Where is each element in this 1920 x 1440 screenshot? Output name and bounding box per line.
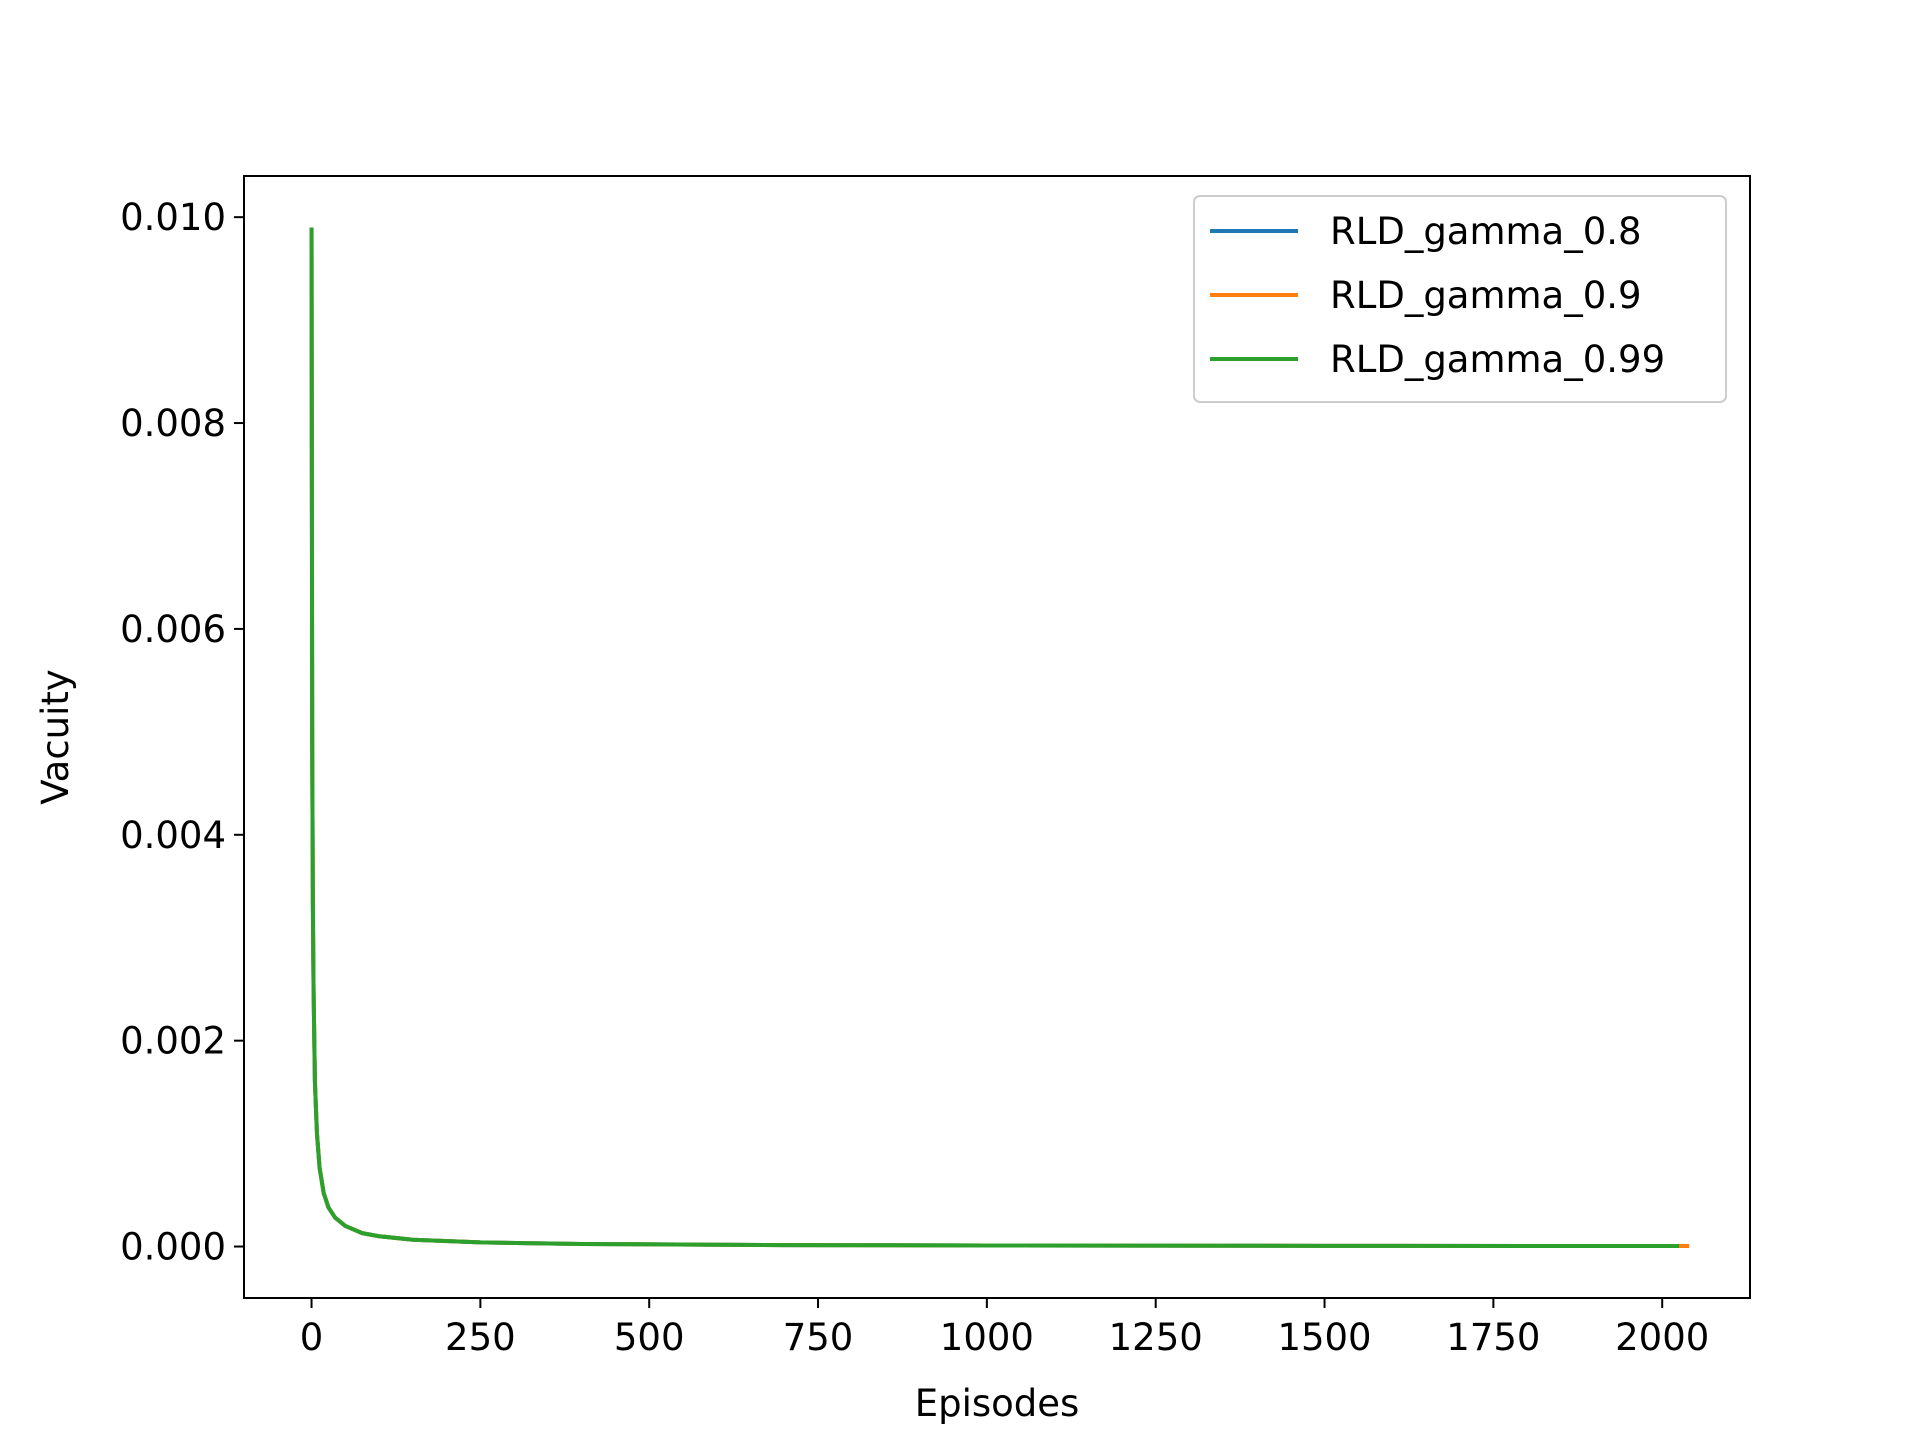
y-axis: 0.000 0.002 0.004 0.006 0.008 0.010 [120, 196, 244, 1269]
x-tick-label: 1500 [1277, 1316, 1371, 1359]
legend-label-1: RLD_gamma_0.8 [1330, 210, 1642, 253]
x-axis-label: Episodes [915, 1382, 1080, 1425]
series-layer [309, 227, 1690, 1249]
x-tick-label: 250 [445, 1316, 516, 1359]
y-tick-label: 0.002 [120, 1020, 226, 1063]
y-axis-label: Vacuity [34, 669, 77, 805]
x-tick-label: 750 [783, 1316, 854, 1359]
y-tick-label: 0.004 [120, 814, 226, 857]
series-line-3 [309, 227, 1680, 1249]
y-tick-label: 0.006 [120, 608, 226, 651]
x-axis: 0 250 500 750 1000 1250 1500 1750 2000 [300, 1298, 1709, 1359]
x-tick-label: 0 [300, 1316, 324, 1359]
legend-label-3: RLD_gamma_0.99 [1330, 338, 1665, 381]
legend-label-2: RLD_gamma_0.9 [1330, 274, 1642, 317]
x-tick-label: 1250 [1109, 1316, 1203, 1359]
x-tick-label: 2000 [1615, 1316, 1709, 1359]
legend-box [1193, 195, 1727, 403]
legend: RLD_gamma_0.8 RLD_gamma_0.9 RLD_gamma_0.99 [1193, 195, 1727, 403]
x-tick-label: 500 [614, 1316, 685, 1359]
y-tick-label: 0.010 [120, 196, 226, 239]
y-tick-label: 0.008 [120, 402, 226, 445]
plot-area-frame [243, 175, 1751, 1299]
x-tick-label: 1750 [1446, 1316, 1540, 1359]
x-tick-label: 1000 [940, 1316, 1034, 1359]
y-tick-label: 0.000 [120, 1226, 226, 1269]
